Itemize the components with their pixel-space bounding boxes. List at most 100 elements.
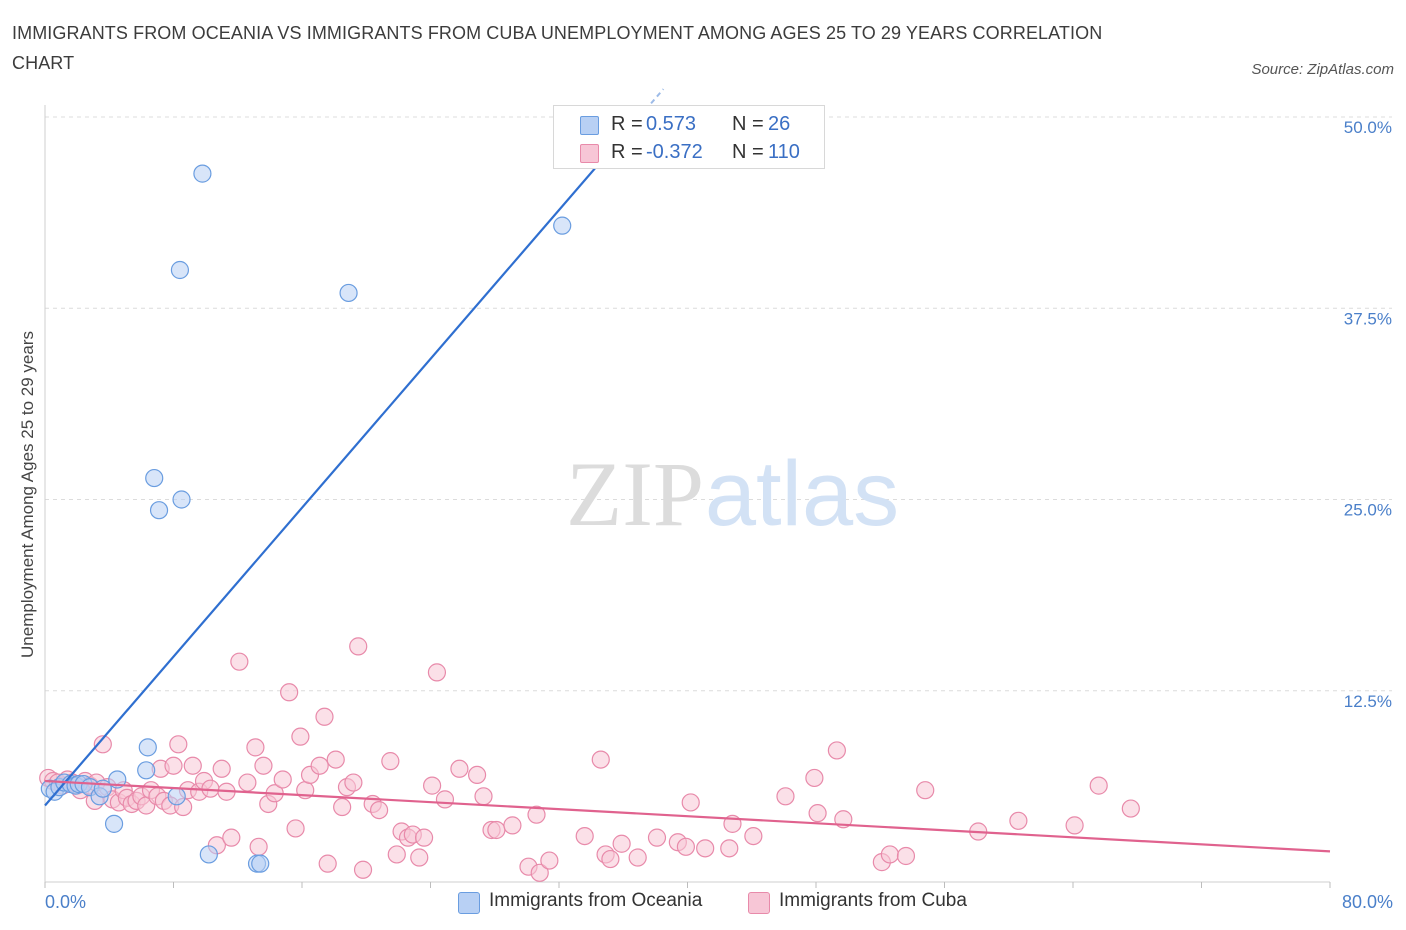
cuba-point [916,781,935,800]
cuba-point [696,839,715,858]
cuba-point [676,837,695,856]
cuba-point [164,756,183,775]
oceania-point [172,490,191,509]
cuba-point [333,797,352,817]
cuba-point [273,770,292,789]
cuba-point [808,804,827,823]
cuba-point [647,828,667,847]
legend-n-label: N = [732,113,764,135]
oceania-point [339,283,358,303]
cuba-point [230,652,249,671]
cuba-point [349,637,368,656]
legend-row-oceania: R = 0.573 N = 26 [554,111,824,139]
cuba-point [776,787,795,806]
oceania-point [137,761,156,780]
cuba-point [1009,811,1028,830]
oceania-point [199,845,218,864]
oceania-point [145,468,164,488]
watermark-atlas: atlas [705,443,899,545]
data-points [39,164,1140,882]
cuba-point [744,826,763,846]
cuba-point [575,826,594,846]
cuba-point [222,828,241,847]
cuba-point [805,768,824,788]
watermark-zip: ZIP [566,443,704,545]
correlation-legend: R = 0.573 N = 26 R = -0.372 N = 110 [553,105,825,169]
y-tick-label: 50.0% [1344,118,1392,137]
cuba-point [530,863,549,882]
cuba-point [414,828,434,847]
legend-n-value: 26 [768,113,791,135]
cuba-swatch [580,144,599,163]
cuba-point [410,848,429,867]
oceania-point [553,216,572,235]
cuba-point [291,727,310,746]
legend-label: Immigrants from Cuba [779,890,967,911]
oceania-point [138,738,157,757]
cuba-point [254,756,273,775]
cuba-point [720,839,739,858]
cuba-point [169,735,188,754]
cuba-point [370,800,389,820]
tick-labels: 12.5% 25.0% 37.5% 50.0% 0.0% 80.0% Unemploymen… [18,118,1393,912]
cuba-point [628,848,647,867]
cuba-point [387,845,406,864]
cuba-point [1089,776,1108,795]
legend-n-value: 110 [768,141,800,163]
cuba-point [280,683,299,702]
cuba-point [427,663,447,682]
cuba-point [527,805,546,824]
cuba-point [249,837,268,856]
cuba-point [286,819,305,838]
cuba-point [246,738,265,757]
cuba-point [540,851,559,870]
x-tick-label: 80.0% [1342,892,1393,912]
cuba-point [318,854,337,873]
oceania-point [104,814,124,833]
cuba-point [467,765,487,785]
legend-label: Immigrants from Oceania [489,890,703,911]
axes [44,105,1331,888]
y-tick-label: 37.5% [1344,309,1392,328]
cuba-point [503,816,522,835]
cuba-swatch [748,892,770,914]
cuba-point [326,750,345,769]
cuba-point [1065,816,1084,835]
gridlines [45,116,1392,692]
cuba-point [238,773,257,792]
cuba-point [880,845,899,864]
oceania-point [167,787,186,806]
cuba-point [353,860,373,879]
cuba-point [591,750,610,769]
cuba-point [315,707,334,726]
legend-r-label: R = [611,113,643,135]
watermark: ZIP atlas [566,443,899,545]
cuba-point [435,790,455,809]
cuba-point [827,741,846,760]
oceania-point [149,501,169,520]
oceania-point [170,260,190,280]
oceania-point [193,164,212,183]
oceania-swatch [580,116,599,135]
cuba-point [612,834,631,853]
oceania-trend-extension [638,88,665,118]
oceania-trend-line [44,116,641,807]
cuba-point [681,793,700,812]
source-credit: Source: ZipAtlas.com [1251,61,1394,78]
oceania-point [251,854,270,873]
cuba-point [310,756,329,775]
cuba-point [344,773,363,792]
oceania-swatch [458,892,480,914]
legend-r-value: -0.372 [646,141,703,163]
y-axis-label: Unemployment Among Ages 25 to 29 years [18,331,37,658]
cuba-point [474,787,493,806]
cuba-point [450,759,469,778]
legend-r-value: 0.573 [646,113,697,135]
cuba-point [212,759,231,778]
legend-row-cuba: R = -0.372 N = 110 [554,139,824,167]
legend-n-label: N = [732,141,764,163]
cuba-trend-line [44,779,1331,853]
cuba-point [423,776,442,795]
cuba-point [601,849,620,869]
cuba-point [93,735,112,754]
